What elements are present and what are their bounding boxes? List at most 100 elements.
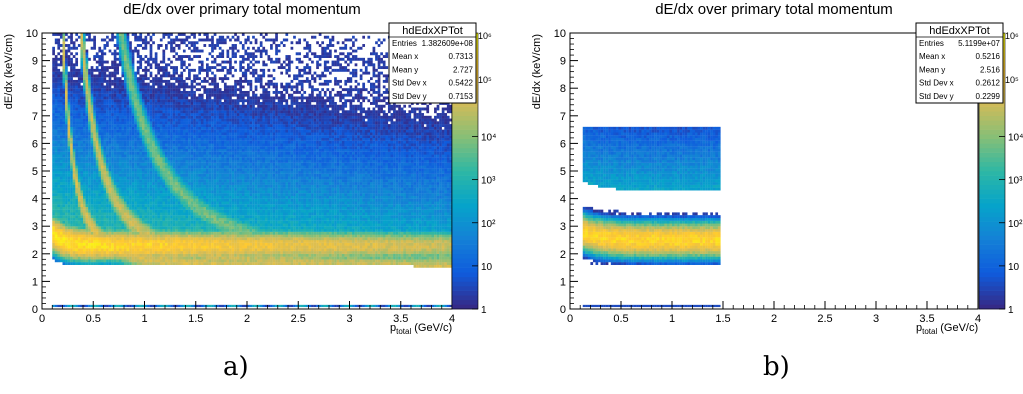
heatmap-cell [172,85,176,89]
heatmap-cell [118,245,122,249]
heatmap-cell [216,195,219,199]
heatmap-cell [52,107,55,111]
heatmap-cell [95,248,99,252]
heatmap-cell [90,262,94,265]
heatmap-cell [218,190,222,194]
heatmap-cell [98,248,102,252]
heatmap-cell [141,217,145,221]
heatmap-cell [141,135,145,139]
heatmap-cell [103,129,107,133]
heatmap-cell [208,234,212,238]
heatmap-cell [77,104,81,108]
heatmap-cell [190,104,194,108]
heatmap-cell [95,228,99,232]
heatmap-cell [103,212,107,216]
heatmap-cell [188,146,191,150]
heatmap-cell [124,146,127,150]
heatmap-cell [80,129,84,133]
heatmap-cell [113,132,117,136]
heatmap-cell [121,148,125,152]
heatmap-cell [149,102,153,105]
heatmap-cell [213,217,217,221]
heatmap-cell [83,57,86,61]
heatmap-cell [90,217,94,221]
heatmap-cell [206,209,209,213]
heatmap-cell [70,228,73,232]
heatmap-cell [213,259,217,263]
heatmap-cell [154,157,158,161]
heatmap-cell [188,162,191,166]
heatmap-cell [188,46,191,50]
heatmap-cell [185,132,189,136]
heatmap-cell [152,215,155,219]
heatmap-cell [198,201,202,205]
heatmap-cell [200,132,204,136]
heatmap-cell [193,248,196,252]
heatmap-cell [190,182,194,185]
heatmap-cell [85,253,89,257]
heatmap-cell [182,184,186,188]
heatmap-cell [88,82,91,86]
heatmap-cell [172,217,176,221]
heatmap-cell [126,173,130,177]
heatmap-cell [65,231,68,235]
heatmap-cell [118,96,122,100]
heatmap-cell [167,121,171,125]
heatmap-cell [177,126,181,130]
heatmap-cell [131,99,135,103]
heatmap-cell [193,68,196,72]
heatmap-cell [213,90,217,94]
heatmap-cell [206,33,209,36]
heatmap-cell [211,204,214,208]
heatmap-cell [139,88,143,92]
heatmap-cell [93,115,96,119]
heatmap-cell [59,212,63,216]
heatmap-cell [67,240,71,243]
heatmap-cell [147,33,150,36]
heatmap-cell [134,251,137,254]
heatmap-cell [98,228,102,232]
heatmap-cell [208,179,212,183]
heatmap-cell [62,137,66,141]
heatmap-cell [67,209,71,213]
heatmap-cell [172,137,176,141]
heatmap-cell [149,217,153,221]
heatmap-cell [141,209,145,213]
heatmap-cell [149,35,153,39]
heatmap-cell [88,118,91,122]
heatmap-cell [177,226,181,230]
heatmap-cell [126,157,130,161]
heatmap-cell [185,90,189,94]
heatmap-cell [152,110,155,114]
heatmap-cell [149,251,153,254]
heatmap-cell [147,154,150,158]
heatmap-cell [147,143,150,147]
heatmap-cell [136,187,140,191]
heatmap-cell [113,146,117,150]
heatmap-cell [195,226,199,230]
heatmap-cell [211,102,214,105]
heatmap-cell [159,168,163,172]
heatmap-cell [80,223,84,227]
heatmap-cell [62,162,66,166]
heatmap-cell [159,176,163,180]
heatmap-cell [62,113,66,116]
heatmap-cell [57,44,61,47]
heatmap-cell [85,137,89,141]
heatmap-cell [67,253,71,257]
heatmap-cell [129,41,132,45]
heatmap-cell [141,215,145,219]
heatmap-cell [62,179,66,183]
heatmap-cell [100,57,104,61]
heatmap-cell [203,248,207,252]
heatmap-cell [198,60,202,64]
heatmap-cell [167,182,171,185]
heatmap-cell [121,206,125,210]
heatmap-cell [208,193,212,196]
heatmap-cell [116,165,120,169]
heatmap-cell [103,79,107,83]
heatmap-cell [185,248,189,252]
heatmap-cell [188,209,191,213]
heatmap-cell [124,148,127,152]
heatmap-cell [157,104,161,108]
